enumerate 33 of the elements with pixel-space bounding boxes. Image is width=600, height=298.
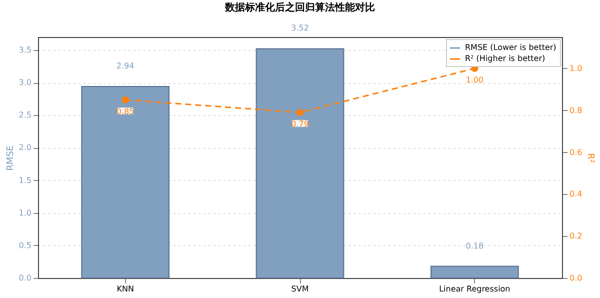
bar (81, 86, 170, 278)
y-axis-title: RMSE (6, 144, 16, 171)
bar (256, 48, 344, 278)
bar (430, 266, 519, 278)
y-tick-label: 1.0 (18, 208, 32, 218)
y2-tick-label: 0.0 (570, 274, 582, 282)
data-label: 1.00 (466, 75, 484, 84)
y2-tick-label: 1.0 (570, 64, 582, 73)
y-tick-label: 3.0 (18, 78, 32, 88)
y-tick-label: 2.0 (18, 143, 32, 152)
y-tick-label: 0.0 (18, 274, 32, 282)
y2-axis-title: R² (585, 153, 596, 164)
chart-title: 数据标准化后之回归算法性能对比 (224, 2, 375, 14)
x-tick-label: Linear Regression (439, 284, 510, 294)
x-tick-label: KNN (116, 284, 134, 294)
point (296, 108, 304, 116)
y-tick-label: 3.5 (18, 46, 32, 55)
data-label: 2.94 (116, 62, 134, 71)
x-tick-label: SVM (291, 284, 309, 294)
y2-tick-label: 0.2 (570, 232, 582, 241)
data-label: 0.79 (291, 119, 309, 128)
y-tick-label: 1.5 (18, 176, 32, 185)
y-tick-label: 0.5 (18, 240, 32, 250)
data-label: 3.52 (291, 24, 309, 33)
data-label: 0.85 (116, 106, 134, 116)
y2-tick-label: 0.4 (570, 190, 582, 199)
legend-label: RMSE (Lower is better) (465, 43, 556, 52)
legend-label: R² (Higher is better) (465, 54, 546, 63)
point (122, 96, 129, 104)
y2-tick-label: 0.8 (570, 106, 582, 115)
y2-tick-label: 0.6 (570, 148, 582, 157)
y-tick-label: 2.5 (18, 110, 32, 120)
data-label: 0.18 (466, 241, 484, 250)
